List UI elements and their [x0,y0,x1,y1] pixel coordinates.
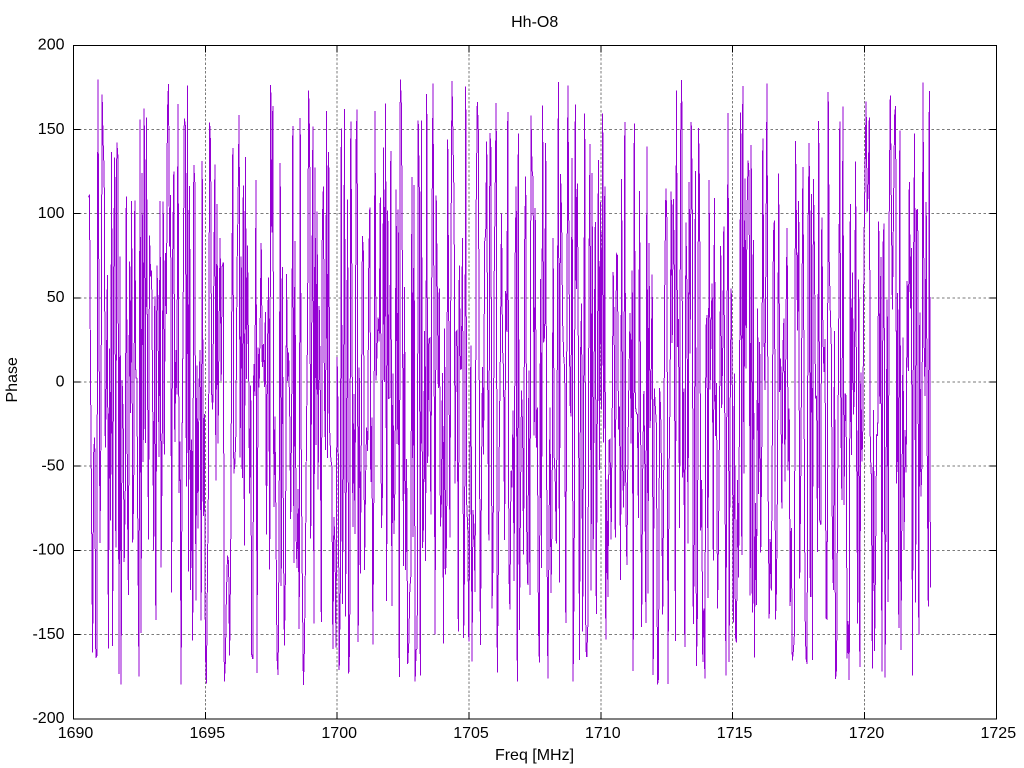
svg-text:Hh-O8: Hh-O8 [511,14,558,31]
svg-text:-200: -200 [32,710,64,727]
svg-text:Freq [MHz]: Freq [MHz] [495,747,574,764]
svg-text:200: 200 [38,37,65,54]
svg-text:Phase: Phase [4,357,21,402]
svg-text:-150: -150 [32,626,64,643]
svg-text:1695: 1695 [190,725,226,742]
svg-text:-50: -50 [41,458,64,475]
svg-text:1690: 1690 [58,725,94,742]
svg-text:1715: 1715 [717,725,753,742]
svg-text:1725: 1725 [981,725,1017,742]
svg-text:1710: 1710 [585,725,621,742]
svg-text:1700: 1700 [321,725,357,742]
svg-text:0: 0 [56,373,65,390]
svg-text:50: 50 [47,289,65,306]
svg-text:1705: 1705 [453,725,489,742]
svg-text:-100: -100 [32,542,64,559]
svg-text:100: 100 [38,205,65,222]
svg-text:150: 150 [38,121,65,138]
svg-text:1720: 1720 [849,725,885,742]
